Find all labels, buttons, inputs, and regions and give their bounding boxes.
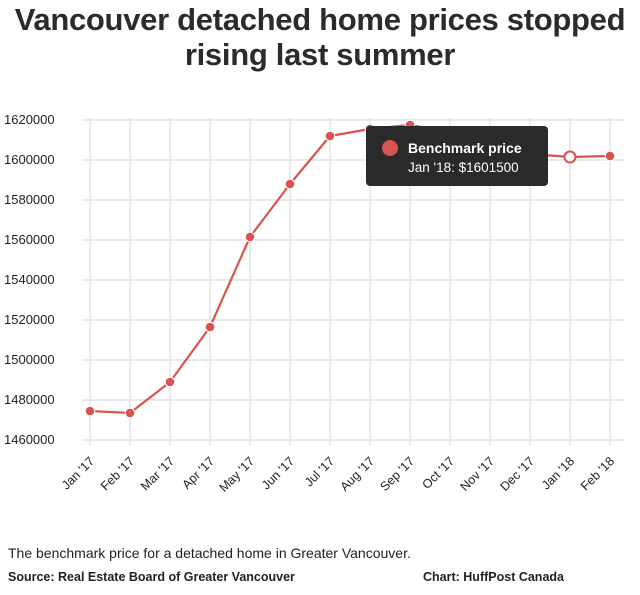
data-point[interactable] — [284, 178, 296, 190]
x-tick-label: Oct '17 — [419, 454, 457, 492]
y-tick-label: 1460000 — [4, 432, 55, 447]
chart-credit: Chart: HuffPost Canada — [423, 570, 564, 584]
y-tick-label: 1560000 — [4, 232, 55, 247]
y-tick-label: 1520000 — [4, 312, 55, 327]
y-tick-label: 1480000 — [4, 392, 55, 407]
tooltip-value: Jan '18: $1601500 — [408, 160, 519, 175]
data-point[interactable] — [164, 376, 176, 388]
y-tick-label: 1620000 — [4, 112, 55, 127]
x-tick-label: Jul '17 — [302, 454, 337, 489]
x-tick-label: Mar '17 — [138, 454, 177, 493]
chart-source: Source: Real Estate Board of Greater Van… — [8, 570, 295, 584]
data-point-highlighted[interactable] — [563, 150, 577, 164]
x-tick-label: Feb '18 — [578, 454, 617, 493]
y-tick-label: 1580000 — [4, 192, 55, 207]
data-point[interactable] — [204, 321, 216, 333]
tooltip: Benchmark price Jan '18: $1601500 — [366, 126, 548, 186]
x-tick-label: Nov '17 — [458, 454, 498, 494]
x-tick-label: May '17 — [217, 454, 258, 495]
chart-caption: The benchmark price for a detached home … — [8, 545, 411, 561]
x-axis-ticks: Jan '17 Feb '17 Mar '17 Apr '17 May '17 Jun '… — [59, 454, 617, 495]
data-point[interactable] — [124, 407, 136, 419]
x-tick-label: Apr '17 — [179, 454, 217, 492]
line-chart: 1460000 1480000 1500000 1520000 1540000 15600… — [4, 112, 625, 495]
x-tick-label: Sep '17 — [378, 454, 418, 494]
data-point[interactable] — [604, 150, 616, 162]
y-tick-label: 1500000 — [4, 352, 55, 367]
x-tick-label: Feb '17 — [98, 454, 137, 493]
x-tick-label: Aug '17 — [338, 454, 378, 494]
chart-title-line-2: rising last summer — [184, 37, 456, 72]
data-point[interactable] — [324, 130, 336, 142]
y-tick-label: 1540000 — [4, 272, 55, 287]
data-point[interactable] — [244, 231, 256, 243]
tooltip-series-name: Benchmark price — [408, 140, 522, 156]
data-point[interactable] — [84, 405, 96, 417]
tooltip-box — [366, 126, 548, 186]
x-tick-label: Jan '17 — [59, 454, 97, 492]
y-tick-label: 1600000 — [4, 152, 55, 167]
chart-title: Vancouver detached home prices stopped r… — [0, 2, 640, 72]
chart-title-line-1: Vancouver detached home prices stopped — [14, 2, 626, 37]
x-tick-label: Jun '17 — [259, 454, 297, 492]
tooltip-series-marker — [382, 140, 398, 156]
x-tick-label: Dec '17 — [498, 454, 538, 494]
y-axis-ticks: 1460000 1480000 1500000 1520000 1540000 15600… — [4, 112, 55, 447]
x-tick-label: Jan '18 — [539, 454, 577, 492]
